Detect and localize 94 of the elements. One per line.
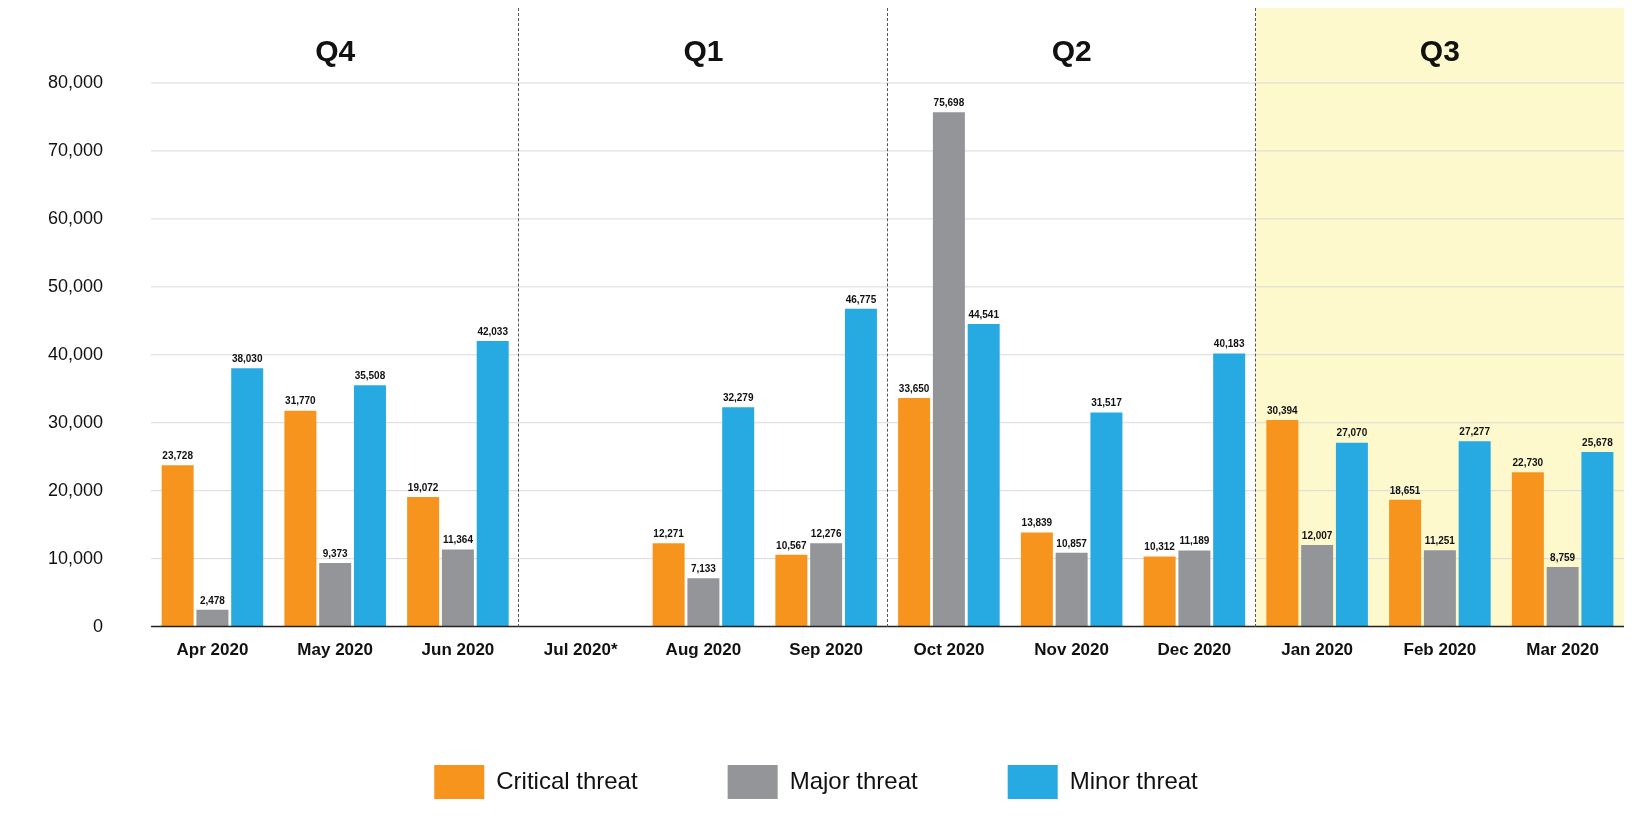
y-tick-label: 80,000 — [47, 71, 104, 92]
x-tick-label: Oct 2020 — [913, 640, 985, 660]
bar — [722, 407, 755, 627]
bar — [407, 497, 440, 627]
data-label: 13,839 — [1021, 517, 1053, 529]
data-label: 12,007 — [1301, 529, 1333, 541]
text: Q4 — [315, 34, 356, 68]
data-label: 12,276 — [810, 527, 842, 539]
y-tick-label: 10,000 — [47, 547, 104, 568]
bar — [1581, 452, 1614, 627]
data-label: 44,541 — [968, 308, 1000, 320]
x-tick-label: Jun 2020 — [421, 640, 495, 660]
bar — [898, 397, 931, 627]
x-tick-label: May 2020 — [297, 640, 373, 660]
x-tick-label: Nov 2020 — [1034, 640, 1109, 660]
bar — [353, 385, 386, 627]
data-label: 25,678 — [1582, 436, 1614, 448]
bar — [441, 549, 474, 627]
bar — [1423, 550, 1456, 627]
data-label: 30,394 — [1267, 404, 1299, 416]
bar — [319, 562, 352, 627]
data-label: 31,770 — [285, 395, 317, 407]
bar — [161, 465, 194, 627]
data-label: 35,508 — [354, 370, 386, 382]
data-label: 11,364 — [442, 534, 474, 546]
bar — [1546, 567, 1579, 627]
bar — [1266, 420, 1299, 627]
y-tick-label: 20,000 — [47, 479, 104, 500]
data-label: 10,567 — [776, 539, 808, 551]
data-label: 11,251 — [1424, 534, 1456, 546]
data-label: 31,517 — [1091, 397, 1123, 409]
bar — [1055, 552, 1088, 627]
bar — [231, 368, 264, 627]
bar — [687, 578, 720, 627]
data-label: 10,857 — [1056, 537, 1088, 549]
data-label: 33,650 — [898, 382, 930, 394]
x-tick-label: Jan 2020 — [1281, 640, 1354, 660]
bar — [1335, 442, 1368, 627]
x-tick-label: Sep 2020 — [789, 640, 864, 660]
data-label: 8,759 — [1550, 551, 1576, 563]
x-tick-label: Feb 2020 — [1403, 640, 1477, 660]
bar — [932, 112, 965, 627]
bar — [196, 609, 229, 627]
bar — [284, 410, 317, 627]
x-tick-label: Apr 2020 — [176, 640, 249, 660]
bar — [1143, 556, 1176, 627]
data-label: 18,651 — [1389, 484, 1421, 496]
legend-label: Critical threat — [496, 766, 638, 794]
data-label: 46,775 — [845, 293, 877, 305]
y-tick-label: 60,000 — [47, 207, 104, 228]
y-tick-label: 30,000 — [47, 411, 104, 432]
data-label: 38,030 — [231, 352, 263, 364]
bar — [844, 308, 877, 627]
x-tick-label: Jul 2020* — [543, 640, 618, 660]
x-tick-label: Aug 2020 — [665, 640, 742, 660]
data-label: 42,033 — [477, 325, 509, 337]
x-tick-label: Mar 2020 — [1526, 640, 1600, 660]
data-label: 40,183 — [1213, 338, 1245, 350]
data-label: 27,070 — [1336, 427, 1368, 439]
y-tick-label: 50,000 — [47, 275, 104, 296]
bar — [1458, 441, 1491, 627]
text: Q2 — [1051, 34, 1092, 68]
data-label: 2,478 — [199, 594, 226, 606]
bar — [1301, 545, 1334, 627]
bar — [1389, 499, 1422, 627]
bar — [652, 543, 685, 627]
bar — [476, 340, 509, 627]
y-tick-label: 0 — [93, 615, 104, 636]
bar — [1020, 532, 1053, 627]
x-tick-label: Dec 2020 — [1157, 640, 1232, 660]
data-label: 7,133 — [690, 562, 717, 574]
bar — [810, 543, 843, 627]
data-label: 22,730 — [1512, 456, 1544, 468]
text: Q1 — [683, 34, 724, 68]
data-label: 9,373 — [322, 547, 349, 559]
data-label: 12,271 — [653, 527, 685, 539]
bar — [1213, 353, 1246, 627]
data-label: 75,698 — [933, 96, 965, 108]
bar — [1511, 472, 1544, 627]
bar — [1090, 412, 1123, 627]
data-label: 23,728 — [162, 450, 194, 462]
data-label: 27,277 — [1459, 426, 1491, 437]
bar — [967, 323, 1000, 627]
bar — [775, 554, 808, 627]
data-label: 32,279 — [722, 392, 754, 404]
data-label: 10,312 — [1144, 541, 1176, 553]
data-label: 11,189 — [1179, 535, 1210, 547]
data-label: 19,072 — [407, 481, 439, 493]
y-tick-label: 70,000 — [47, 139, 104, 160]
legend-label: Minor threat — [1069, 766, 1199, 794]
legend-label: Major threat — [789, 766, 919, 794]
bar — [1178, 550, 1211, 627]
band-label: Q3 — [1419, 34, 1460, 68]
y-tick-label: 40,000 — [47, 343, 104, 364]
